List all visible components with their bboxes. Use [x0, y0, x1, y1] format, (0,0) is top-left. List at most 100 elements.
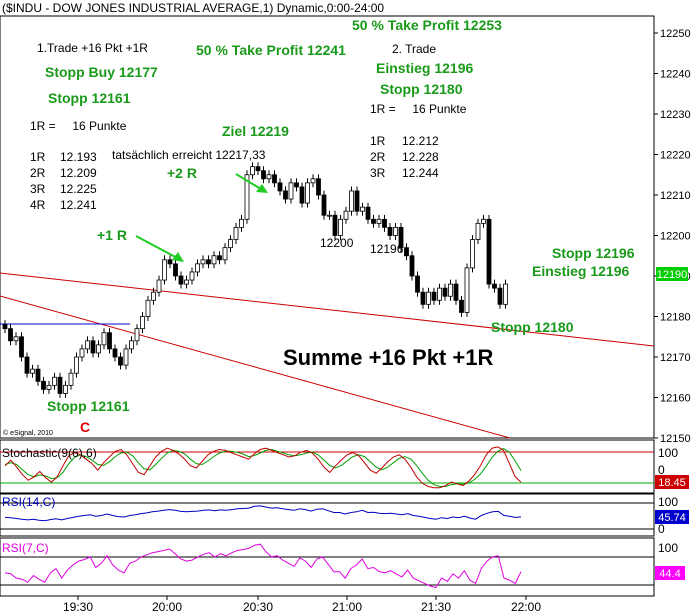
candle-body	[140, 316, 145, 330]
candle-body	[354, 190, 360, 212]
stoch-d-line	[4, 448, 522, 487]
trade2-label: 2. Trade	[392, 42, 436, 56]
last-price-value: 12190	[657, 269, 688, 281]
candle-body	[431, 291, 437, 301]
candle-body	[151, 291, 156, 301]
stoch-tick-100: 100	[658, 446, 678, 460]
level-price-value: 12.225	[60, 182, 97, 196]
level-r-label: 3R	[370, 166, 386, 180]
time-tick-label: 20:30	[243, 600, 273, 614]
label-12196: 12196	[370, 242, 404, 256]
candle-body	[360, 206, 365, 212]
take-profit-2-label: 50 % Take Profit 12253	[352, 17, 502, 33]
stopp-12161-top-label: Stopp 12161	[48, 90, 131, 106]
candle-body	[30, 368, 35, 374]
candle-body	[167, 259, 173, 265]
candle-body	[393, 226, 398, 236]
ziel-label: Ziel 12219	[222, 123, 289, 139]
rsi14-tick-100: 100	[658, 495, 678, 509]
candle-body	[398, 226, 404, 249]
price-tick-label: 12180	[660, 312, 691, 324]
rsi14-panel-frame	[0, 493, 655, 537]
take-profit-1-label: 50 % Take Profit 12241	[196, 42, 346, 58]
candle-body	[475, 222, 481, 240]
candle-body	[239, 218, 244, 228]
tatsaechlich-label: tatsächlich erreicht 12217,33	[112, 148, 266, 162]
rsi14-label: RSI(14,C)	[2, 495, 55, 509]
rsi14-line	[4, 505, 522, 522]
candle-body	[129, 340, 134, 350]
candle-body	[46, 384, 52, 390]
price-tick-label: 12150	[660, 433, 691, 445]
candle-body	[228, 239, 233, 249]
chart-title: ($INDU - DOW JONES INDUSTRIAL AVERAGE,1)…	[2, 1, 384, 15]
time-tick-label: 20:00	[152, 600, 182, 614]
candle-body	[420, 291, 426, 305]
candle-body	[101, 332, 107, 346]
stopp-12196-right-label: Stopp 12196	[552, 245, 635, 261]
plus2r-label: +2 R	[167, 165, 197, 181]
candle-body	[2, 324, 8, 330]
stoch-value-badge	[655, 475, 689, 489]
trend-line-upper	[0, 272, 655, 347]
price-tick-label: 12240	[660, 69, 691, 81]
candle-body	[343, 210, 349, 220]
level-r-label: 2R	[370, 150, 386, 164]
candle-body	[134, 328, 140, 342]
c-marker: C	[80, 419, 90, 435]
candle-body	[387, 226, 393, 236]
stopp-12161-bottom-label: Stopp 12161	[47, 398, 130, 414]
time-axis: 19:30 20:00 20:30 21:00 21:30 22:00	[63, 596, 541, 614]
candle-body	[464, 267, 470, 313]
rsi14-value-badge	[655, 510, 689, 524]
candle-body	[189, 271, 195, 281]
rsi7-value-badge	[655, 566, 685, 580]
stopp-12180-bottom-label: Stopp 12180	[491, 319, 574, 335]
candle-body	[68, 372, 74, 386]
esignal-copyright: © eSignal, 2010	[3, 429, 53, 437]
summe-label: Summe +16 Pkt +1R	[283, 345, 493, 370]
trade1-label: 1.Trade +16 Pkt +1R	[37, 41, 148, 55]
candle-body	[261, 170, 266, 180]
candle-body	[178, 275, 184, 285]
stopp-12180-top-label: Stopp 12180	[380, 81, 463, 97]
levels-2: 1R 12.212 2R 12.228 3R 12.244	[370, 134, 439, 180]
rsi7-tick-100: 100	[658, 541, 678, 555]
annotations: 1.Trade +16 Pkt +1R Stopp Buy 12177 Stop…	[3, 17, 635, 437]
stoch-k-line	[4, 446, 522, 489]
candle-body	[283, 190, 288, 200]
price-panel-frame	[0, 15, 655, 439]
candle-body	[376, 218, 382, 224]
candle-body	[19, 336, 24, 358]
levels-1: 1R 12.193 2R 12.209 3R 12.225 4R 12.241	[30, 150, 97, 212]
level-price-value: 12.209	[60, 166, 97, 180]
candle-body	[233, 226, 239, 240]
stochastic-panel-frame	[0, 439, 655, 494]
level-r-label: 2R	[30, 166, 46, 180]
time-tick-label: 22:00	[511, 600, 541, 614]
candle-body	[123, 348, 129, 366]
candle-body	[8, 328, 13, 342]
candle-body	[382, 218, 387, 228]
candle-body	[173, 263, 178, 277]
trend-line-lower	[0, 295, 511, 439]
candle-body	[118, 356, 123, 366]
candle-body	[217, 255, 222, 261]
candle-body	[437, 287, 442, 301]
candle-body	[96, 344, 101, 354]
candle-body	[448, 283, 453, 297]
candle-body	[365, 206, 371, 220]
candle-body	[371, 218, 376, 224]
candle-body	[211, 255, 217, 265]
candle-body	[481, 218, 486, 224]
price-tick-label: 12210	[660, 190, 691, 202]
candle-body	[222, 247, 228, 261]
level-r-label: 1R	[370, 134, 386, 148]
candle-body	[79, 348, 85, 358]
rsi7-value: 44.4	[659, 568, 680, 580]
candle-body	[497, 287, 503, 305]
candle-body	[492, 283, 497, 289]
candle-body	[305, 182, 310, 204]
label-12200: 12200	[320, 236, 354, 250]
price-tick-label: 12160	[660, 393, 691, 405]
